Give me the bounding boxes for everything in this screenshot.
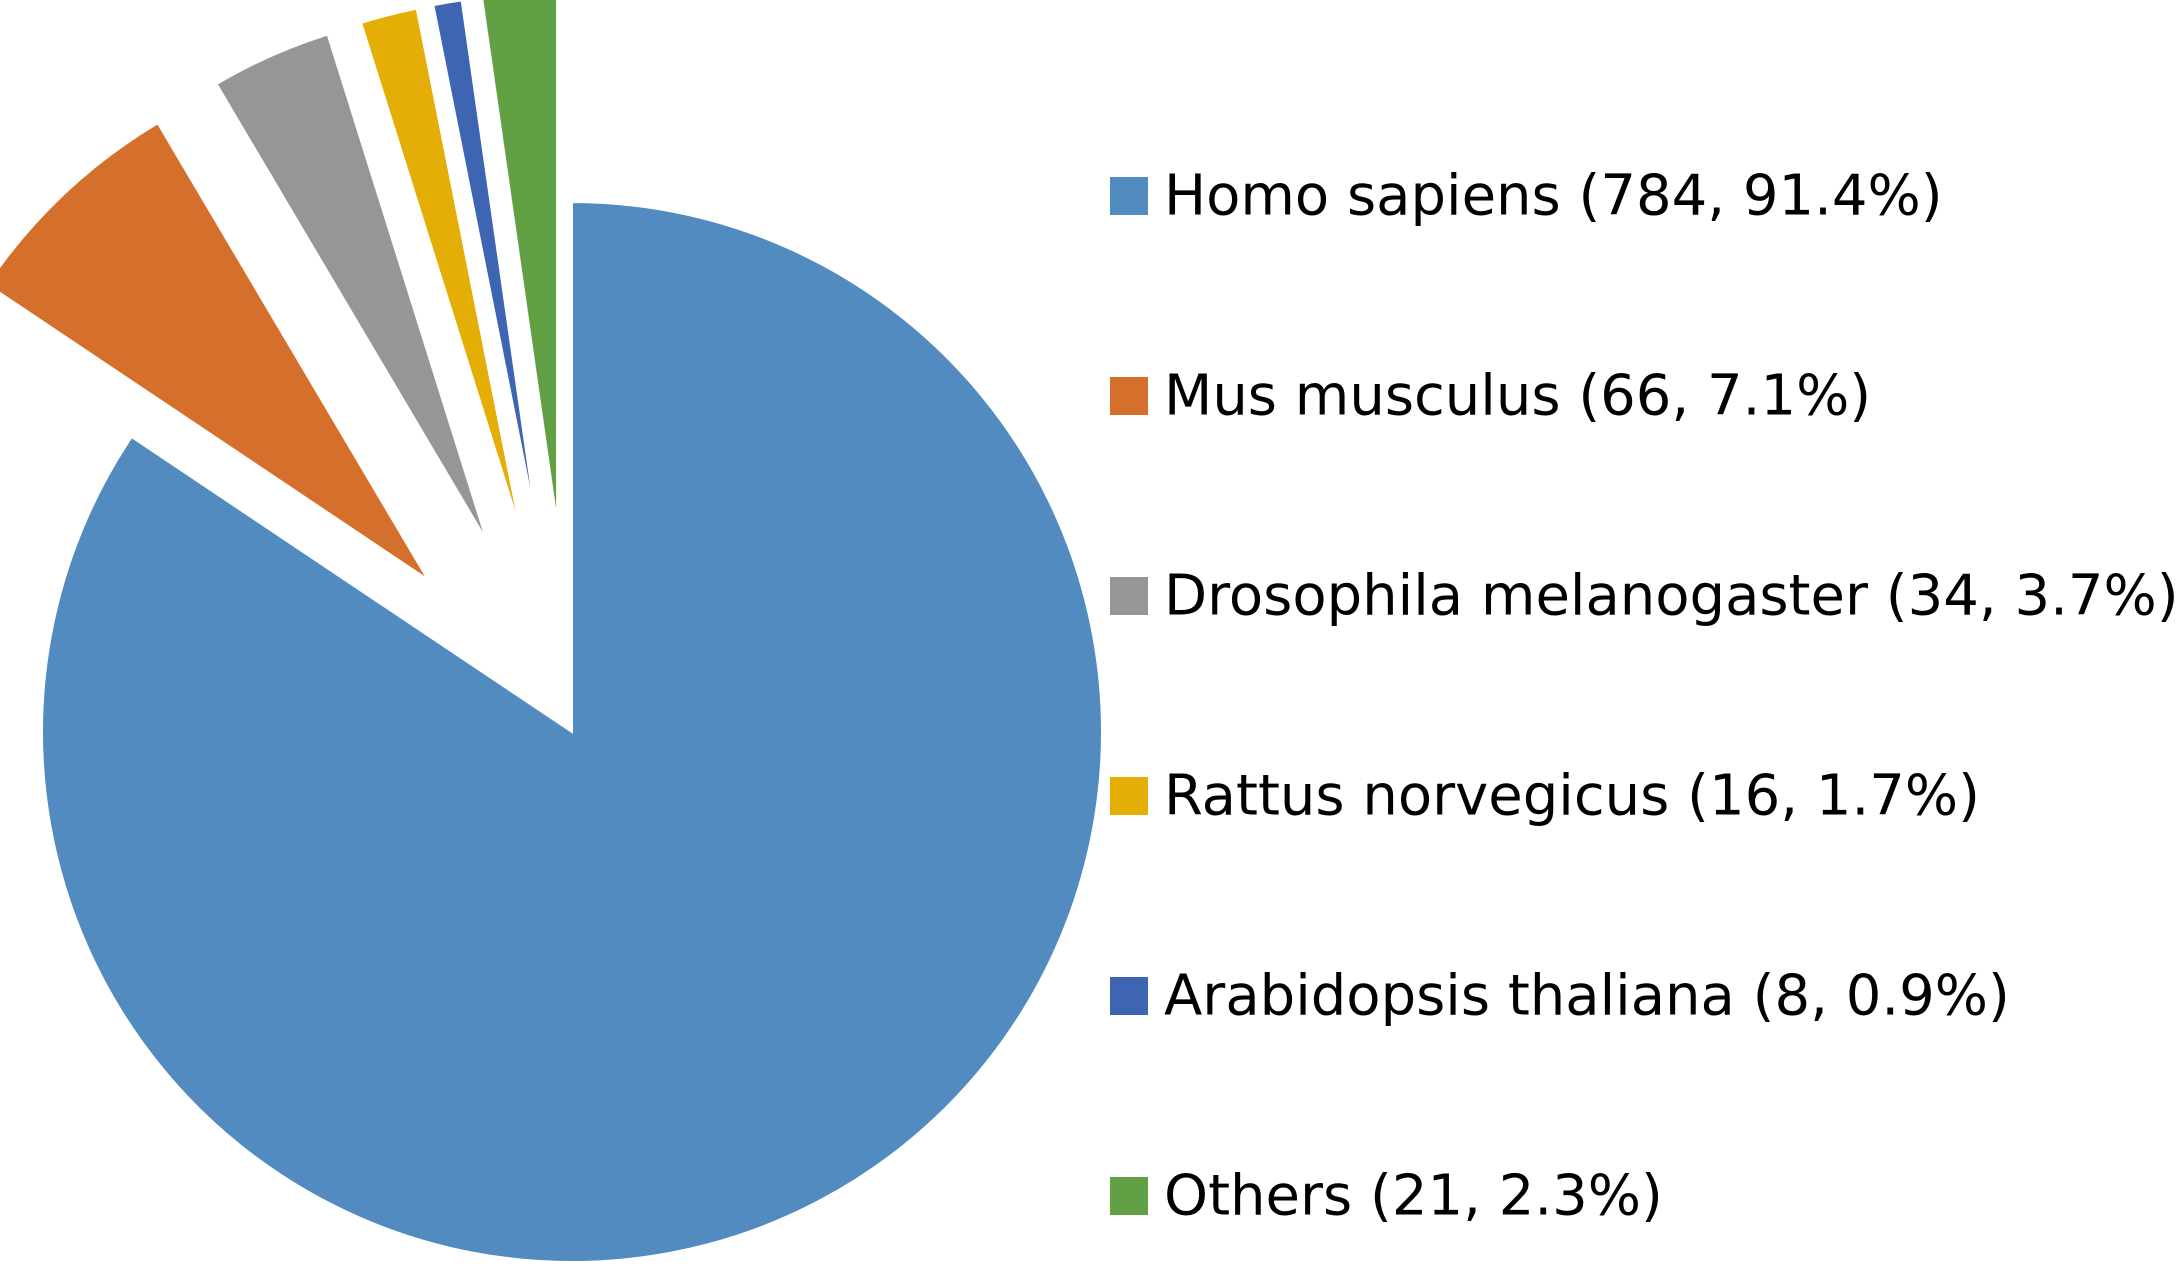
legend-swatch: [1110, 577, 1148, 615]
legend-item: Arabidopsis thaliana (8, 0.9%): [1110, 964, 2010, 1029]
legend-label: Others (21, 2.3%): [1164, 1164, 1663, 1229]
pie-slice-mus-musculus: [0, 121, 429, 581]
legend-item: Homo sapiens (784, 91.4%): [1110, 164, 1943, 229]
legend-label: Drosophila melanogaster (34, 3.7%): [1164, 564, 2179, 629]
legend-swatch: [1110, 377, 1148, 415]
legend-swatch: [1110, 1177, 1148, 1215]
legend-label: Mus musculus (66, 7.1%): [1164, 364, 1871, 429]
pie-slice-arabidopsis-thaliana: [432, 0, 538, 526]
legend-label: Homo sapiens (784, 91.4%): [1164, 164, 1943, 229]
pie-slices: [0, 0, 1103, 1263]
legend-label: Rattus norvegicus (16, 1.7%): [1164, 764, 1980, 829]
legend-item: Drosophila melanogaster (34, 3.7%): [1110, 564, 2179, 629]
pie-slice-homo-sapiens: [41, 200, 1103, 1263]
pie-slice-rattus-norvegicus: [359, 7, 521, 529]
legend-item: Mus musculus (66, 7.1%): [1110, 364, 1871, 429]
legend-swatch: [1110, 777, 1148, 815]
legend-swatch: [1110, 977, 1148, 1015]
legend: Homo sapiens (784, 91.4%) Mus musculus (6…: [1110, 164, 2179, 1229]
pie-slice-others: [481, 0, 559, 523]
legend-label: Arabidopsis thaliana (8, 0.9%): [1164, 964, 2010, 1029]
legend-item: Rattus norvegicus (16, 1.7%): [1110, 764, 1980, 829]
legend-item: Others (21, 2.3%): [1110, 1164, 1663, 1229]
pie-slice-drosophila-melanogaster: [215, 33, 488, 541]
legend-swatch: [1110, 177, 1148, 215]
